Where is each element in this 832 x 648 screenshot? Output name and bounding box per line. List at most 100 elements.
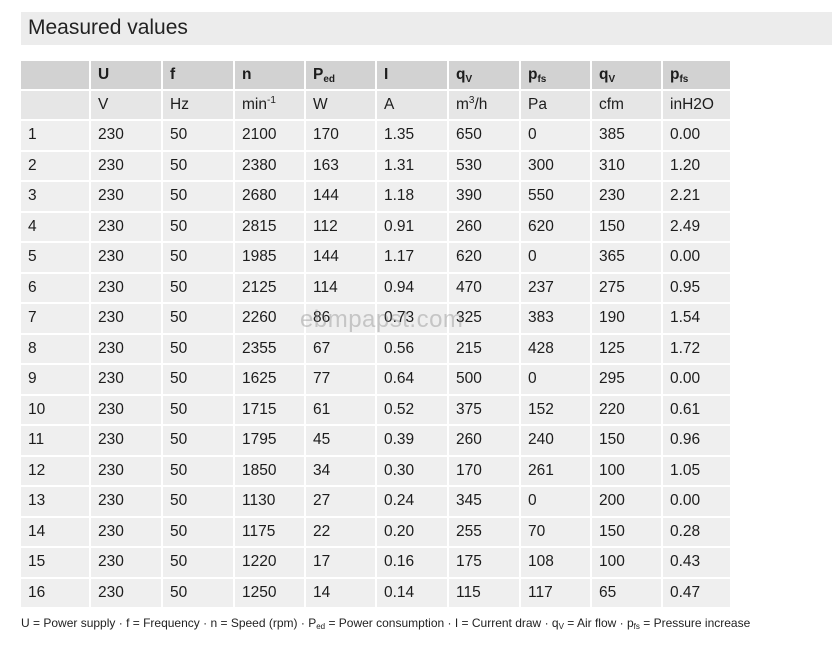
table-cell: 1985 [235,243,306,274]
table-cell: 0 [521,487,592,518]
table-cell: 1130 [235,487,306,518]
table-cell: 50 [163,487,235,518]
legend-description: = Power consumption [325,616,445,630]
legend-symbol: p [626,616,634,630]
column-unit: V [91,91,163,121]
table-cell: 13 [21,487,91,518]
column-symbol-subscript: V [465,74,473,85]
table-cell: 45 [306,426,377,457]
table-row: 3 230 50 2680 144 1.18 390 550 230 2.21 [21,182,732,213]
legend-description: = Frequency [129,616,200,630]
table-cell: 300 [521,151,592,182]
table-cell: 67 [306,334,377,365]
table-cell: 275 [592,273,663,304]
table-cell: 117 [521,578,592,609]
table-cell: 325 [449,304,521,335]
table-cell: 112 [306,212,377,243]
table-cell: 0.56 [377,334,449,365]
column-header: U [91,61,163,91]
table-cell: 1.72 [663,334,732,365]
table-cell: 1.31 [377,151,449,182]
unit-base: A [384,96,395,113]
table-cell: 14 [306,578,377,609]
table-cell: 390 [449,182,521,213]
table-cell: 0.14 [377,578,449,609]
legend-symbol: U [21,616,30,630]
table-cell: 50 [163,426,235,457]
legend-symbol-subscript: V [558,622,564,631]
table-cell: 550 [521,182,592,213]
legend-separator: · [541,616,552,630]
column-unit [21,91,91,121]
table-cell: 3 [21,182,91,213]
table-cell: 230 [91,243,163,274]
table-cell: 0.95 [663,273,732,304]
table-cell: 230 [91,273,163,304]
table-cell: 50 [163,395,235,426]
table-cell: 260 [449,426,521,457]
table-cell: 114 [306,273,377,304]
table-cell: 1625 [235,365,306,396]
table-cell: 5 [21,243,91,274]
table-cell: 255 [449,517,521,548]
table-cell: 1175 [235,517,306,548]
table-cell: 100 [592,548,663,579]
legend-symbol: I [454,616,459,630]
column-header: n [235,61,306,91]
table-cell: 220 [592,395,663,426]
table-cell: 230 [91,395,163,426]
table-cell: 261 [521,456,592,487]
column-unit: Pa [521,91,592,121]
table-cell: 0.00 [663,121,732,152]
table-cell: 1250 [235,578,306,609]
table-cell: 230 [91,456,163,487]
table-cell: 175 [449,548,521,579]
column-symbol: P [313,66,324,83]
table-cell: 0.47 [663,578,732,609]
table-cell: 230 [91,212,163,243]
unit-base: m [456,96,469,113]
table-cell: 144 [306,182,377,213]
table-cell: 200 [592,487,663,518]
table-cell: 260 [449,212,521,243]
legend-symbol: n [210,616,218,630]
table-cell: 230 [91,548,163,579]
table-row: 16 230 50 1250 14 0.14 115 117 65 0.47 [21,578,732,609]
table-cell: 230 [91,182,163,213]
legend-separator: · [616,616,627,630]
table-cell: 65 [592,578,663,609]
legend-separator: · [115,616,127,630]
unit-base: inH2O [670,96,714,113]
table-cell: 6 [21,273,91,304]
column-symbol: n [242,66,252,83]
abbreviation-legend: U = Power supply · f = Frequency · n = S… [21,616,750,631]
table-cell: 2 [21,151,91,182]
table-row: 11 230 50 1795 45 0.39 260 240 150 0.96 [21,426,732,457]
column-symbol-subscript: V [608,74,616,85]
legend-symbol: f [126,616,130,630]
table-cell: 1715 [235,395,306,426]
column-header: f [163,61,235,91]
table-cell: 50 [163,243,235,274]
legend-symbol: q [551,616,559,630]
table-cell: 215 [449,334,521,365]
table-cell: 0.61 [663,395,732,426]
table-cell: 50 [163,548,235,579]
table-cell: 50 [163,212,235,243]
column-symbol: p [528,66,538,83]
unit-base: W [313,96,328,113]
table-cell: 86 [306,304,377,335]
unit-base: Hz [170,96,189,113]
table-cell: 0.96 [663,426,732,457]
table-cell: 2.21 [663,182,732,213]
table-cell: 240 [521,426,592,457]
table-cell: 50 [163,121,235,152]
table-cell: 50 [163,304,235,335]
table-cell: 500 [449,365,521,396]
table-cell: 0.16 [377,548,449,579]
table-cell: 1.05 [663,456,732,487]
table-cell: 1850 [235,456,306,487]
table-cell: 0.28 [663,517,732,548]
